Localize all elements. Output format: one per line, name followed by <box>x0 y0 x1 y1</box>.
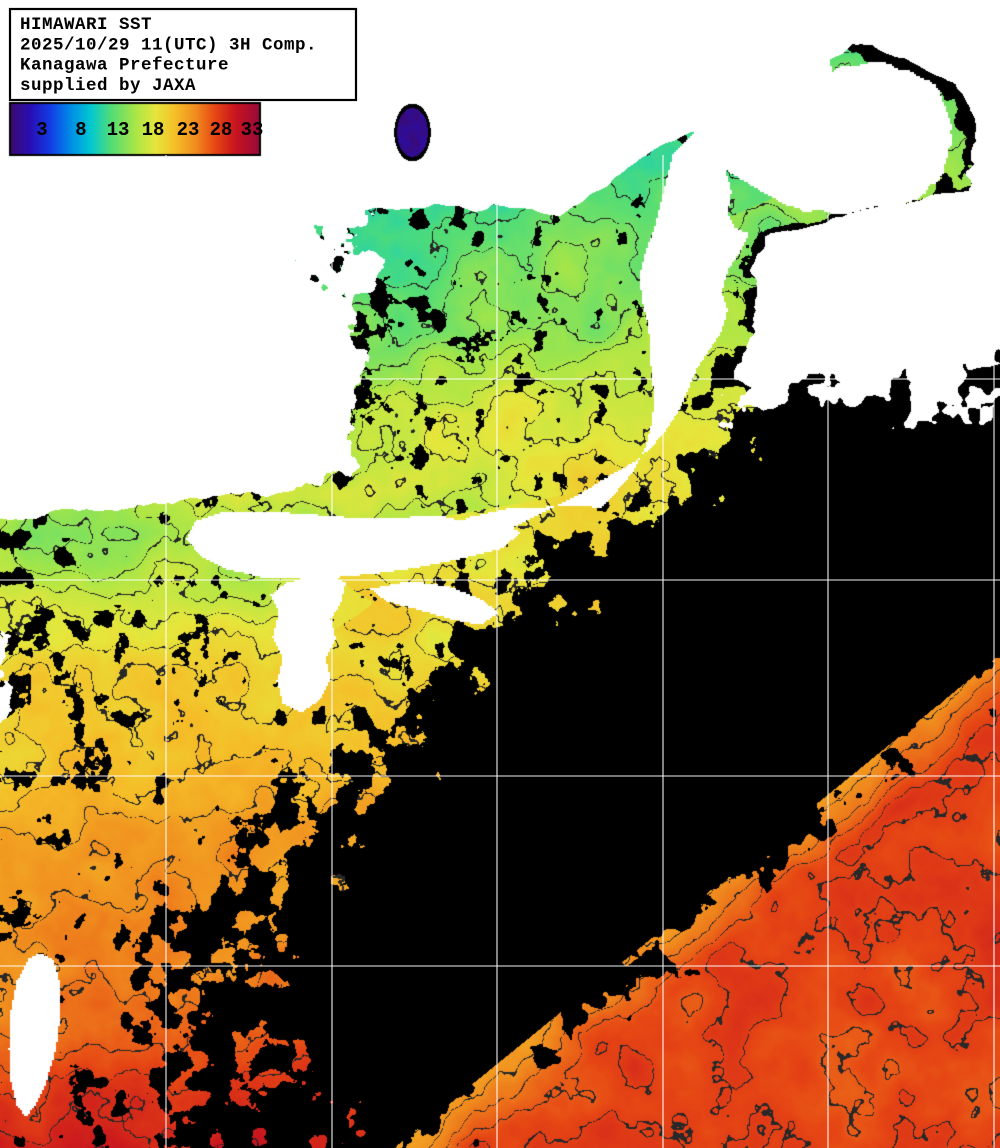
svg-text:18: 18 <box>142 119 165 141</box>
svg-text:8: 8 <box>75 119 86 141</box>
svg-text:2025/10/29 11(UTC) 3H Comp.: 2025/10/29 11(UTC) 3H Comp. <box>20 35 317 55</box>
svg-text:23: 23 <box>177 119 200 141</box>
svg-text:supplied by JAXA: supplied by JAXA <box>20 76 196 96</box>
svg-text:3: 3 <box>36 119 47 141</box>
svg-text:HIMAWARI SST: HIMAWARI SST <box>20 15 152 35</box>
svg-text:33: 33 <box>241 119 264 141</box>
svg-text:40N: 40N <box>2 363 24 377</box>
svg-text:13: 13 <box>107 119 130 141</box>
svg-text:28: 28 <box>210 119 233 141</box>
svg-text:Kanagawa Prefecture: Kanagawa Prefecture <box>20 56 229 76</box>
svg-text:140E: 140E <box>665 12 679 40</box>
